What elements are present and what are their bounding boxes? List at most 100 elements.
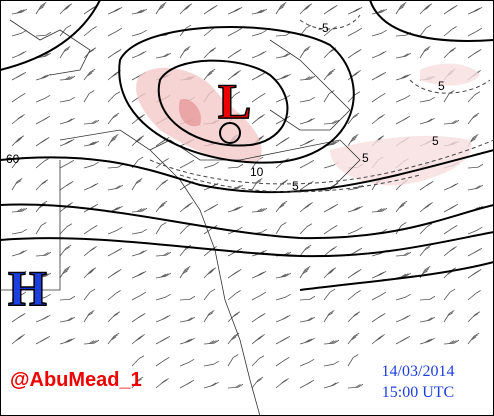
wind-barb [91,340,97,344]
contour-line [299,261,494,291]
wind-barb [425,244,432,249]
wind-barb [304,5,311,9]
wind-barb [179,298,191,301]
wind-barb [89,310,95,314]
wind-barb [189,295,196,300]
wind-barb [281,200,288,205]
wind-barb [305,46,311,50]
wind-barb [165,52,172,57]
wind-barb [448,49,455,53]
wind-barb [227,166,239,169]
wind-barb [299,298,311,301]
wind-barb [237,226,243,231]
wind-barb [327,312,334,316]
wind-barb [21,8,28,13]
wind-barb [357,205,363,210]
wind-barb [352,334,358,339]
wind-barb [210,267,217,272]
wind-barb [237,383,244,388]
wind-barb [69,316,76,321]
wind-barb [259,9,265,13]
wind-barb [113,112,120,117]
wind-barb [45,94,51,99]
wind-barb [323,29,332,37]
wind-barb [136,272,142,277]
wind-barb [477,163,484,168]
low-pressure-label: L [218,73,251,129]
wind-barb [423,268,430,272]
wind-barb [183,48,190,52]
wind-barb [203,164,214,169]
wind-barb [117,226,123,231]
dashed-contour [299,14,361,30]
wind-barb [424,246,430,251]
wind-barb [160,273,167,278]
wind-barb [281,379,287,384]
wind-barb [402,117,408,121]
wind-barb [35,34,47,37]
wind-barb [41,222,47,226]
wind-barb [233,71,239,76]
wind-barb [452,225,458,229]
wind-barb [257,335,263,340]
wind-barb [159,4,166,8]
wind-barb [69,75,76,80]
wind-barb [186,381,192,385]
wind-barb [427,202,433,206]
contour-label: -5 [318,21,329,35]
contour-label: 60 [6,152,20,166]
wind-barb [66,338,73,343]
wind-barb [17,115,23,120]
wind-barb [405,272,412,277]
wind-barb [450,47,457,52]
wind-barb [251,96,261,103]
wind-barb [299,162,309,169]
wind-barb [16,9,23,14]
wind-barb [208,269,215,273]
contour-line [0,231,494,258]
contour-line [157,59,289,147]
wind-barb [203,291,211,301]
wind-barb [251,358,260,367]
wind-barb [279,4,286,8]
wind-barb [137,376,144,381]
coastline [9,19,91,76]
wind-barb [21,228,28,233]
wind-barb [17,335,23,340]
wind-barb [160,202,166,207]
wind-barb [207,271,213,275]
wind-barb [381,228,388,233]
wind-barb [69,96,76,101]
wind-barb [141,249,147,254]
wind-barb [141,8,148,13]
wind-barb [305,203,311,208]
wind-barb [376,208,383,212]
wind-barb [308,159,315,164]
wind-barb [353,332,360,337]
wind-barb [380,291,387,296]
wind-barb [185,182,192,187]
wind-barb [16,137,23,141]
wind-barb [67,76,73,80]
wind-barb [424,5,431,9]
wind-barb [63,268,70,272]
wind-barb [45,251,52,256]
wind-barb [165,293,171,298]
wind-barb [11,32,22,37]
wind-barb [90,267,97,272]
wind-barb [66,3,73,8]
wind-barb [473,332,480,337]
wind-barb [18,250,25,255]
wind-barb [117,184,124,189]
wind-barb [283,53,289,57]
wind-barb [443,29,452,37]
wind-barb [371,294,381,301]
wind-barb [19,114,25,118]
wind-barb [69,117,75,122]
wind-barb [476,27,483,32]
wind-barb [67,202,73,206]
wind-barb [161,200,168,205]
wind-barb [64,246,70,251]
wind-barb [227,94,236,103]
wind-barb [17,314,24,319]
